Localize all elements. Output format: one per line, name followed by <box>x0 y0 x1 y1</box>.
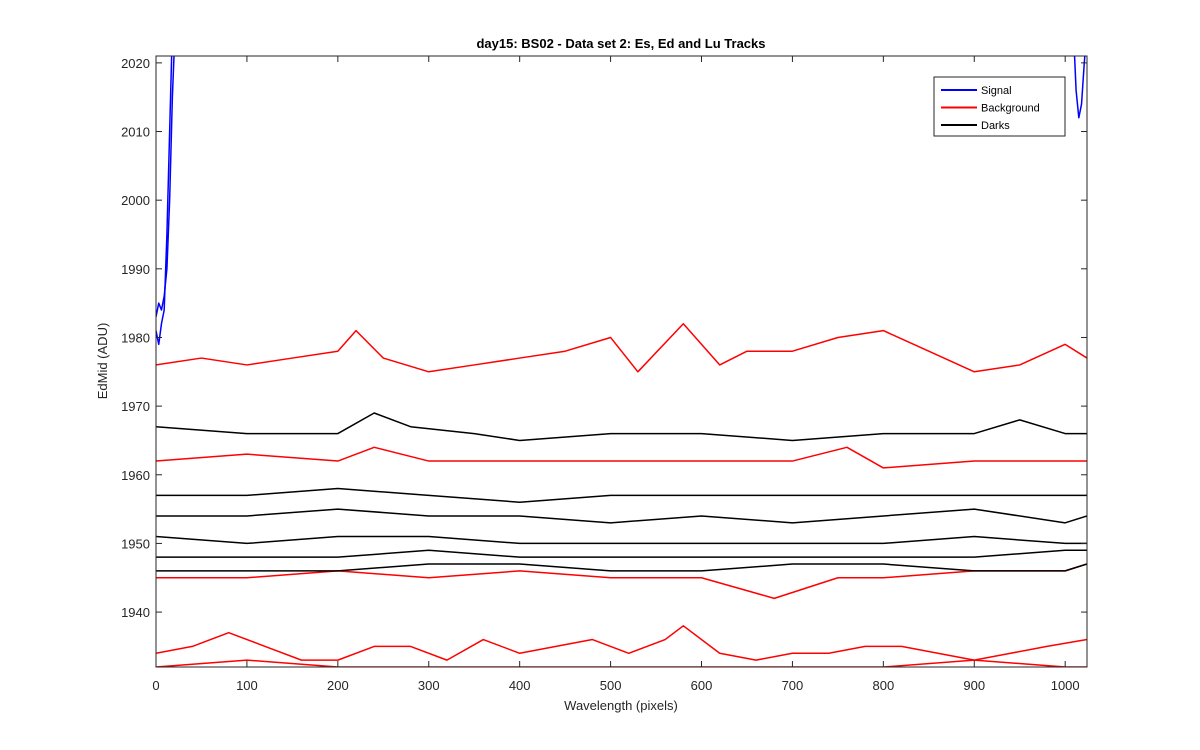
y-tick-label: 1970 <box>121 399 150 414</box>
legend-label-signal: Signal <box>981 85 1012 97</box>
legend: Signal Background Darks <box>933 76 1066 137</box>
legend-label-background: Background <box>981 103 1040 115</box>
x-tick-label: 300 <box>418 678 440 693</box>
series-line-darks-10 <box>156 508 1087 524</box>
x-tick-label: 800 <box>872 678 894 693</box>
tick-layer: 0 100 200 300 400 500 600 700 800 900 1000 1940 1950… <box>121 56 1087 693</box>
x-tick-label: 0 <box>152 678 159 693</box>
series-line-darks-11 <box>156 535 1087 545</box>
series-line-darks-13 <box>156 563 1087 572</box>
series-line-darks-8 <box>156 412 1087 442</box>
y-tick-label: 1980 <box>121 330 150 345</box>
series-line-background-6 <box>156 625 1087 661</box>
x-axis-label: Wavelength (pixels) <box>564 698 678 713</box>
series-line-signal-1 <box>156 56 173 346</box>
y-tick-label: 2000 <box>121 193 150 208</box>
y-tick-label: 1960 <box>121 468 150 483</box>
y-tick-label: 1950 <box>121 536 150 551</box>
axes-box <box>155 55 1088 668</box>
y-axis-label: EdMid (ADU) <box>95 323 110 400</box>
series-line-background-3 <box>156 322 1087 373</box>
y-tick-label: 1940 <box>121 605 150 620</box>
series-line-background-7 <box>156 659 1087 667</box>
x-tick-label: 400 <box>509 678 531 693</box>
x-tick-label: 900 <box>963 678 985 693</box>
plot-area <box>156 56 1087 667</box>
series-layer <box>156 56 1087 667</box>
legend-label-darks: Darks <box>981 120 1010 132</box>
series-line-darks-9 <box>156 487 1087 503</box>
x-tick-label: 200 <box>327 678 349 693</box>
series-line-darks-12 <box>156 549 1087 558</box>
x-tick-label: 700 <box>782 678 804 693</box>
series-line-signal-2 <box>1073 56 1086 119</box>
x-tick-label: 600 <box>691 678 713 693</box>
y-tick-label: 1990 <box>121 262 150 277</box>
y-tick-label: 2010 <box>121 125 150 140</box>
x-tick-label: 500 <box>600 678 622 693</box>
chart-title: day15: BS02 - Data set 2: Es, Ed and Lu … <box>476 36 765 51</box>
x-tick-label: 100 <box>236 678 258 693</box>
series-line-background-4 <box>156 446 1087 469</box>
y-tick-label: 2020 <box>121 56 150 71</box>
x-tick-label: 1000 <box>1051 678 1080 693</box>
